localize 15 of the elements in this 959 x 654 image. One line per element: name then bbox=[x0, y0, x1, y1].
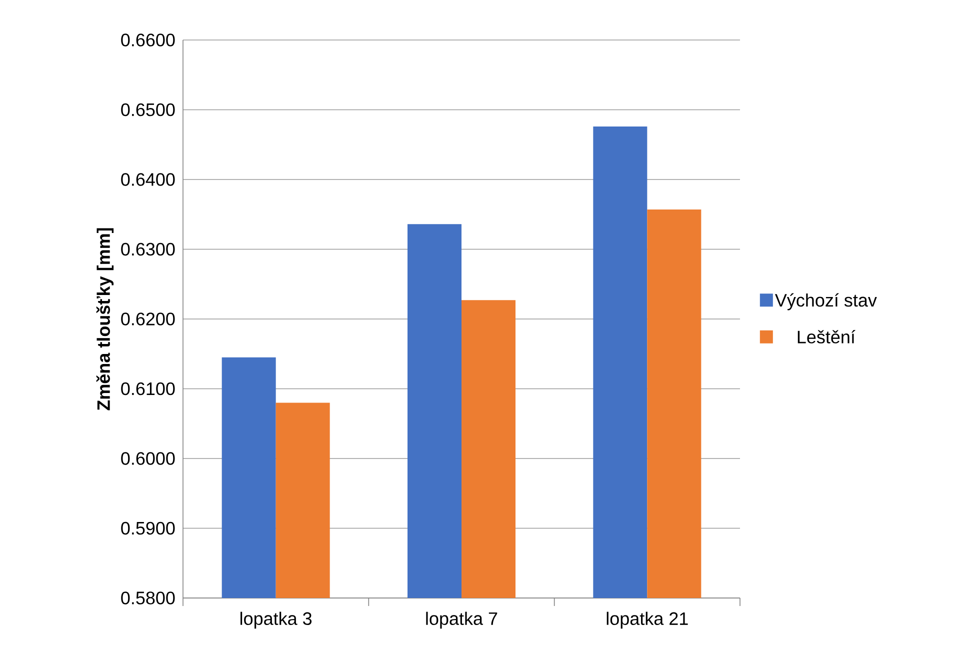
legend-label: Leštění bbox=[798, 330, 856, 344]
y-tick-label: 0.6200 bbox=[121, 312, 175, 326]
x-tick-label: lopatka 7 bbox=[426, 612, 498, 629]
y-tick-label: 0.6300 bbox=[121, 242, 175, 256]
y-tick-label: 0.6400 bbox=[121, 173, 175, 186]
x-tick-label: lopatka 3 bbox=[240, 612, 312, 629]
y-tick-label: 0.6100 bbox=[121, 382, 175, 396]
y-tick-label: 0.6000 bbox=[121, 452, 175, 465]
y-tick-label: 0.6600 bbox=[121, 34, 175, 46]
y-tick-label: 0.6500 bbox=[121, 103, 175, 116]
x-tick-label: lopatka 21 bbox=[606, 612, 688, 629]
y-tick-label: 0.5900 bbox=[121, 522, 175, 535]
legend-label: Výchozí stav bbox=[774, 293, 877, 310]
y-tick-label: 0.5800 bbox=[121, 592, 175, 604]
y-axis-title: Změna tloušťky [mm] bbox=[96, 228, 114, 410]
